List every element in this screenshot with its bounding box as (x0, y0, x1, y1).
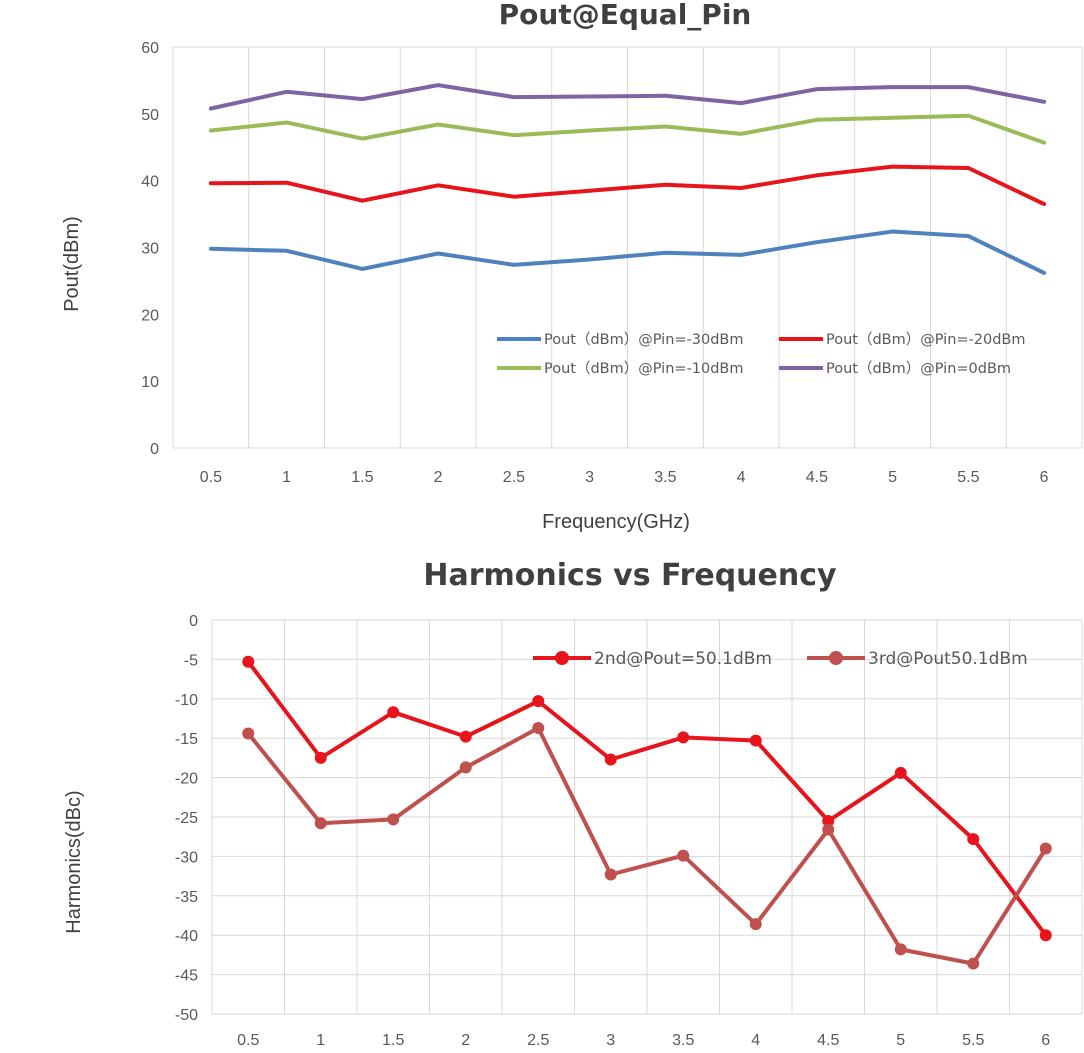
x-tick-label: 6 (1040, 469, 1049, 486)
legend-label: Pout（dBm）@Pin=-20dBm (826, 331, 1026, 348)
y-tick-label: 40 (141, 174, 159, 191)
y-tick-label: 20 (141, 307, 159, 324)
y-tick-label: -15 (175, 731, 198, 748)
data-point (822, 823, 835, 836)
data-point (459, 730, 472, 743)
y-tick-label: -35 (175, 889, 198, 906)
data-point (677, 731, 690, 744)
y-tick-label: -25 (175, 810, 198, 827)
y-tick-label: 0 (150, 441, 159, 458)
data-point (604, 868, 617, 881)
legend-label: Pout（dBm）@Pin=0dBm (826, 360, 1011, 377)
x-tick-labels: 0.5 1 1.5 2 2.5 3 3.5 4 4.5 5 5.5 6 (237, 1032, 1050, 1049)
data-point (604, 753, 617, 766)
x-tick-label: 4 (737, 469, 746, 486)
series-line-pout-dbm-pin-20dbm (208, 164, 1047, 207)
x-tick-label: 5.5 (957, 469, 979, 486)
data-point (894, 943, 907, 956)
chart-pout: Pout@Equal_Pin Pout(dBm) Frequency(GHz) … (61, 0, 1083, 533)
y-tick-label: -45 (175, 968, 198, 985)
x-tick-label: 1.5 (382, 1032, 404, 1049)
y-tick-label: -40 (175, 928, 198, 945)
data-point (387, 706, 400, 719)
x-tick-label: 2.5 (527, 1032, 549, 1049)
axes (173, 46, 1082, 449)
data-point (749, 918, 762, 931)
x-tick-label: 0.5 (237, 1032, 259, 1049)
x-tick-label: 0.5 (200, 469, 222, 486)
chart-title: Harmonics vs Frequency (423, 558, 837, 593)
x-tick-label: 4.5 (806, 469, 828, 486)
x-tick-label: 1.5 (351, 469, 373, 486)
y-tick-label: 60 (141, 40, 159, 57)
y-tick-label: -50 (175, 1007, 198, 1024)
data-point (459, 761, 472, 774)
data-point (314, 817, 327, 830)
y-tick-label: 50 (141, 107, 159, 124)
x-tick-label: 1 (316, 1032, 325, 1049)
data-point (967, 833, 980, 846)
y-tick-label: -20 (175, 771, 198, 788)
legend: Pout（dBm）@Pin=-30dBm Pout（dBm）@Pin=-20dBm… (497, 331, 1026, 377)
y-tick-label: 0 (189, 613, 198, 630)
series-group (242, 655, 1052, 970)
series-line-3rd-pout50-1dbm (246, 726, 1048, 966)
data-point (822, 814, 835, 827)
grid (172, 47, 1083, 448)
x-tick-label: 6 (1041, 1032, 1050, 1049)
data-point (242, 655, 255, 668)
x-tick-label: 5.5 (962, 1032, 984, 1049)
series-group (208, 83, 1047, 275)
legend-label: Pout（dBm）@Pin=-10dBm (544, 360, 744, 377)
y-tick-label: 10 (141, 374, 159, 391)
data-point (1039, 929, 1052, 942)
legend: 2nd@Pout=50.1dBm 3rd@Pout50.1dBm (533, 649, 1028, 669)
x-tick-label: 5 (896, 1032, 905, 1049)
x-tick-label: 3.5 (654, 469, 676, 486)
y-tick-label: -5 (184, 652, 198, 669)
axes (212, 619, 1082, 1015)
chart-title: Pout@Equal_Pin (499, 0, 752, 31)
legend-label: Pout（dBm）@Pin=-30dBm (544, 331, 744, 348)
y-tick-labels: 0 -5 -10 -15 -20 -25 -30 -35 -40 -45 -50 (175, 613, 198, 1024)
y-tick-label: 30 (141, 241, 159, 258)
data-point (532, 695, 545, 708)
series-line-2nd-pout-50-1dbm (246, 659, 1048, 938)
x-tick-label: 4 (751, 1032, 760, 1049)
data-point (387, 813, 400, 826)
data-point (967, 957, 980, 970)
legend-label: 3rd@Pout50.1dBm (868, 649, 1028, 669)
x-axis-label: Frequency(GHz) (542, 511, 690, 533)
data-point (314, 751, 327, 764)
legend-label: 2nd@Pout=50.1dBm (594, 649, 772, 669)
x-tick-labels: 0.5 1 1.5 2 2.5 3 3.5 4 4.5 5 5.5 6 (200, 469, 1049, 486)
y-axis-label: Pout(dBm) (61, 216, 83, 312)
data-point (677, 849, 690, 862)
y-tick-label: -30 (175, 849, 198, 866)
y-tick-labels: 0 10 20 30 40 50 60 (141, 40, 159, 458)
legend-marker (829, 651, 843, 665)
x-tick-label: 5 (888, 469, 897, 486)
data-point (894, 766, 907, 779)
legend-marker (555, 651, 569, 665)
x-tick-label: 3 (606, 1032, 615, 1049)
x-tick-label: 3.5 (672, 1032, 694, 1049)
data-point (532, 721, 545, 734)
x-tick-label: 2 (434, 469, 443, 486)
x-tick-label: 2.5 (503, 469, 525, 486)
x-tick-label: 3 (585, 469, 594, 486)
data-point (749, 734, 762, 747)
x-tick-label: 1 (282, 469, 291, 486)
series-line-pout-dbm-pin-30dbm (208, 229, 1047, 275)
y-tick-label: -10 (175, 692, 198, 709)
chart-harmonics: Harmonics vs Frequency Harmonics(dBc) 0 -… (63, 558, 1083, 1049)
x-tick-label: 2 (461, 1032, 470, 1049)
y-axis-label: Harmonics(dBc) (63, 790, 85, 933)
series-line-pout-dbm-pin-0dbm (208, 83, 1047, 111)
data-point (1039, 842, 1052, 855)
series-line-pout-dbm-pin-10dbm (208, 113, 1047, 145)
data-point (242, 727, 255, 740)
x-tick-label: 4.5 (817, 1032, 839, 1049)
